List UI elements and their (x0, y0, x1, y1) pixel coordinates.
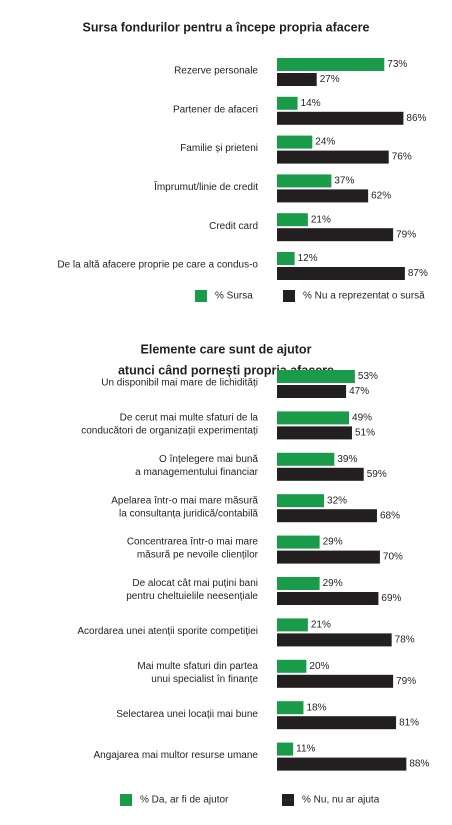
value-label: 12% (298, 253, 318, 264)
bar (277, 467, 364, 481)
value-label: 88% (409, 759, 429, 770)
bar (277, 716, 397, 730)
legend-swatch (282, 794, 294, 806)
value-label: 81% (399, 717, 419, 728)
category-label: Împrumut/linie de credit (153, 180, 258, 193)
category-label: a managementului financiar (135, 467, 259, 478)
value-label: 18% (306, 702, 326, 713)
bar (277, 535, 320, 549)
value-label: 79% (396, 229, 416, 240)
bar (277, 742, 294, 756)
value-label: 39% (337, 454, 357, 465)
value-label: 21% (311, 620, 331, 631)
value-label: 37% (334, 176, 354, 187)
value-label: 29% (323, 537, 343, 548)
category-label: la consultanța juridică/contabilă (119, 508, 258, 519)
category-label: Acordarea unei atenții sporite competiți… (77, 626, 258, 637)
bar (277, 96, 298, 110)
value-label: 70% (383, 552, 403, 563)
bar (277, 633, 392, 647)
category-label: pentru cheltuielile neesențiale (126, 591, 258, 602)
value-label: 69% (381, 593, 401, 604)
legend-label: % Da, ar fi de ajutor (140, 795, 229, 806)
category-label: De cerut mai multe sfaturi de la (120, 413, 259, 424)
value-label: 73% (387, 59, 407, 70)
bar (277, 135, 313, 149)
bar (277, 252, 295, 265)
category-label: Concentrarea într-o mai mare (127, 537, 259, 548)
bar (277, 267, 405, 280)
category-label: Un disponibil mai mare de lichidități (101, 378, 258, 389)
bar (277, 111, 404, 125)
bar (277, 58, 385, 71)
bar (277, 659, 307, 673)
value-label: 78% (395, 635, 415, 646)
bar (277, 426, 352, 440)
bar (277, 452, 335, 466)
value-label: 20% (309, 661, 329, 672)
value-label: 76% (392, 152, 412, 163)
value-label: 59% (367, 469, 387, 480)
legend-swatch (195, 290, 207, 302)
value-label: 53% (358, 371, 378, 382)
bar (277, 228, 394, 242)
value-label: 86% (406, 113, 426, 124)
bar (277, 577, 320, 590)
category-label: măsură pe nevoile clienților (137, 550, 259, 561)
category-label: O înțelegere mai bună (159, 454, 258, 465)
bar (277, 174, 332, 188)
bar (277, 509, 377, 523)
value-label: 24% (315, 137, 335, 148)
category-label: unui specialist în finanțe (151, 674, 258, 685)
value-label: 68% (380, 510, 400, 521)
category-label: Angajarea mai multor resurse umane (93, 750, 258, 761)
value-label: 47% (349, 386, 369, 397)
category-label: Familie și prieteni (180, 143, 258, 154)
value-label: 21% (311, 214, 331, 225)
bar (277, 385, 347, 398)
bar (277, 550, 380, 564)
category-label: conducători de organizații experimentați (81, 426, 258, 437)
bar (277, 494, 325, 508)
bar (277, 701, 304, 715)
chart-title: Sursa fondurilor pentru a începe propria… (83, 20, 370, 34)
legend-label: % Sursa (215, 291, 253, 302)
value-label: 51% (355, 428, 375, 439)
legend-swatch (283, 290, 295, 302)
value-label: 62% (371, 191, 391, 202)
category-label: Partener de afaceri (173, 104, 258, 115)
value-label: 27% (320, 74, 340, 85)
value-label: 11% (296, 744, 315, 755)
value-label: 32% (327, 495, 347, 506)
value-label: 29% (323, 578, 343, 589)
bar (277, 73, 317, 86)
value-label: 87% (408, 268, 428, 279)
bar (277, 150, 389, 164)
value-label: 14% (301, 98, 321, 109)
bar (277, 618, 308, 632)
value-label: 49% (352, 413, 372, 424)
bar (277, 213, 308, 227)
bar (277, 674, 394, 688)
legend-swatch (120, 794, 132, 806)
legend-label: % Nu a reprezentat o sursă (303, 291, 425, 302)
category-label: Selectarea unei locații mai bune (116, 709, 258, 720)
legend-label: % Nu, nu ar ajuta (302, 795, 380, 806)
category-label: De la altă afacere proprie pe care a con… (57, 260, 258, 271)
bar (277, 592, 379, 605)
bar (277, 411, 350, 425)
category-label: Mai multe sfaturi din partea (137, 661, 258, 672)
category-label: De alocat cât mai puțini bani (132, 578, 258, 589)
bar (277, 189, 369, 203)
category-label: Apelarea într-o mai mare măsură (111, 495, 258, 506)
category-label: Credit card (209, 221, 258, 232)
bar (277, 757, 407, 771)
chart-title: Elemente care sunt de ajutor (141, 342, 312, 356)
bar (277, 370, 355, 383)
category-label: Rezerve personale (174, 66, 258, 77)
value-label: 79% (396, 676, 416, 687)
